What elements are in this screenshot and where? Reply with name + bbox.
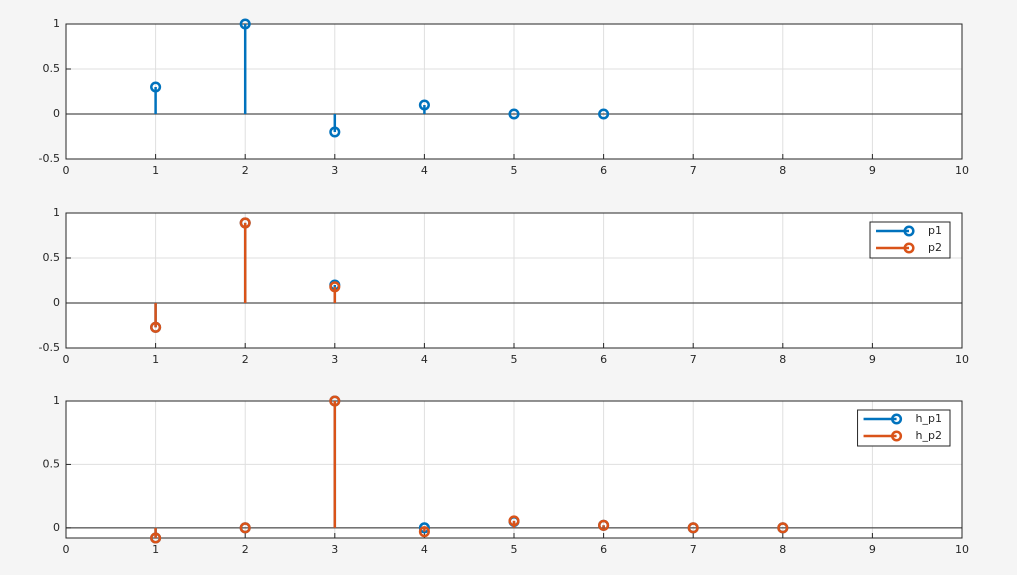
stem	[150, 527, 162, 544]
x-tick-label: 8	[779, 353, 786, 366]
axes: 0 1 2 3 4 5 6 7 8 9 10 0 0.5 1 h_p1 h_p2	[43, 394, 970, 556]
stem	[329, 395, 341, 528]
x-tick-label: 1	[152, 543, 159, 556]
y-tick-label: 1	[53, 206, 60, 219]
x-tick-label: 2	[242, 164, 249, 177]
y-tick-label: 0.5	[43, 457, 61, 470]
x-tick-label: 3	[331, 164, 338, 177]
x-tick-label: 6	[600, 164, 607, 177]
legend-label: h_p1	[916, 412, 942, 425]
x-tick-label: 7	[690, 164, 697, 177]
stem-marker	[508, 108, 520, 120]
legend-label: h_p2	[916, 429, 942, 442]
stem-marker	[150, 321, 162, 333]
x-tick-label: 7	[690, 543, 697, 556]
x-tick-label: 2	[242, 353, 249, 366]
x-tick-label: 4	[421, 543, 428, 556]
stem	[418, 522, 430, 534]
stem	[508, 108, 520, 120]
stem-marker	[329, 126, 341, 138]
x-tick-label: 10	[955, 543, 969, 556]
stem-marker	[150, 532, 162, 544]
stem-marker	[239, 18, 251, 30]
stem-marker	[777, 522, 789, 534]
stem-marker	[239, 217, 251, 229]
y-tick-label: 0.5	[43, 251, 61, 264]
x-tick-label: 10	[955, 353, 969, 366]
stem-marker	[508, 515, 520, 527]
legend-label: p2	[928, 241, 942, 254]
stem-marker	[598, 519, 610, 531]
axes-box	[65, 212, 963, 349]
stem	[418, 99, 430, 114]
stem	[329, 281, 341, 303]
x-tick-label: 9	[869, 164, 876, 177]
stem	[239, 522, 251, 534]
stem	[598, 108, 610, 120]
x-tick-label: 0	[63, 164, 70, 177]
x-tick-label: 2	[242, 543, 249, 556]
x-tick-label: 3	[331, 353, 338, 366]
x-tick-label: 6	[600, 543, 607, 556]
x-tick-label: 9	[869, 353, 876, 366]
stem-marker	[418, 522, 430, 534]
y-tick-label: -0.5	[39, 152, 60, 165]
stem	[329, 114, 341, 138]
y-tick-label: 0	[53, 521, 60, 534]
legend-label: p1	[928, 224, 942, 237]
x-tick-label: 8	[779, 543, 786, 556]
stem-marker	[150, 81, 162, 93]
y-tick-label: 0	[53, 296, 60, 309]
stem-marker	[687, 522, 699, 534]
legend: h_p1 h_p2	[857, 409, 951, 447]
x-tick-label: 10	[955, 164, 969, 177]
stem-marker	[329, 395, 341, 407]
axes-box	[65, 400, 963, 539]
stem-marker	[418, 99, 430, 111]
x-tick-label: 3	[331, 543, 338, 556]
legend-marker	[903, 242, 915, 254]
x-tick-label: 4	[421, 164, 428, 177]
stem-marker	[329, 281, 341, 293]
x-tick-label: 6	[600, 353, 607, 366]
stem-marker	[598, 108, 610, 120]
x-tick-label: 1	[152, 353, 159, 366]
stem	[150, 303, 162, 333]
legend-marker	[890, 413, 903, 425]
stem	[418, 526, 430, 538]
x-tick-label: 1	[152, 164, 159, 177]
stem-marker	[418, 526, 430, 538]
legend-marker	[890, 430, 903, 442]
y-tick-label: 0.5	[43, 62, 61, 75]
stem	[150, 81, 162, 114]
axes: 0 1 2 3 4 5 6 7 8 9 10-0.500.51	[39, 17, 969, 177]
stem	[239, 18, 251, 114]
axes-box	[65, 23, 963, 160]
x-tick-label: 5	[511, 353, 518, 366]
legend-marker	[903, 225, 915, 237]
stem	[508, 515, 520, 528]
stem	[777, 522, 789, 534]
y-tick-label: 1	[53, 17, 60, 30]
legend-box	[857, 409, 951, 447]
x-tick-label: 8	[779, 164, 786, 177]
x-tick-label: 9	[869, 543, 876, 556]
x-tick-label: 4	[421, 353, 428, 366]
x-tick-label: 5	[511, 164, 518, 177]
stem	[687, 522, 699, 534]
stem	[239, 217, 251, 303]
x-tick-label: 7	[690, 353, 697, 366]
x-tick-label: 0	[63, 543, 70, 556]
y-tick-label: -0.5	[39, 341, 60, 354]
stem	[598, 519, 610, 531]
y-tick-label: 1	[53, 394, 60, 407]
x-tick-label: 5	[511, 543, 518, 556]
x-tick-label: 0	[63, 353, 70, 366]
stem-marker	[239, 522, 251, 534]
y-tick-label: 0	[53, 107, 60, 120]
